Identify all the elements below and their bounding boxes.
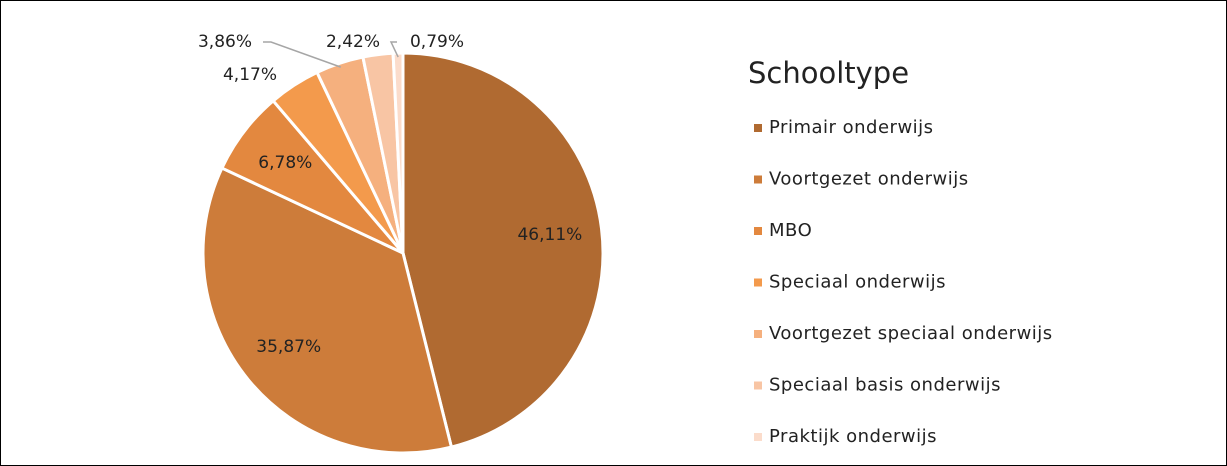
leader-line [389, 41, 399, 58]
legend-label: Voortgezet onderwijs [769, 169, 969, 190]
legend-swatch [754, 433, 762, 441]
pie-slice [391, 51, 405, 254]
legend-label: Primair onderwijs [769, 117, 934, 138]
data-label: 35,87% [256, 337, 321, 357]
legend-swatch [754, 330, 762, 338]
leader-line [263, 41, 342, 68]
legend-swatch [754, 278, 762, 287]
data-label: 46,11% [517, 225, 582, 245]
pie-slice [201, 166, 454, 455]
data-label: 0,79% [410, 32, 464, 52]
legend-swatch [754, 175, 762, 184]
data-label: 6,78% [258, 153, 312, 173]
legend-label: MBO [769, 220, 812, 241]
data-label: 4,17% [223, 65, 277, 85]
legend-label: Speciaal onderwijs [769, 272, 946, 293]
data-label: 2,42% [326, 32, 380, 52]
legend-swatch [754, 227, 762, 235]
legend-swatch [754, 381, 762, 390]
pie-slice [401, 51, 605, 449]
legend-label: Voortgezet speciaal onderwijs [769, 323, 1053, 344]
legend-label: Speciaal basis onderwijs [769, 375, 1001, 396]
data-label: 3,86% [198, 32, 252, 52]
legend-swatch [754, 124, 762, 132]
legend-label: Praktijk onderwijs [769, 426, 937, 447]
legend-title: Schooltype [748, 56, 909, 90]
